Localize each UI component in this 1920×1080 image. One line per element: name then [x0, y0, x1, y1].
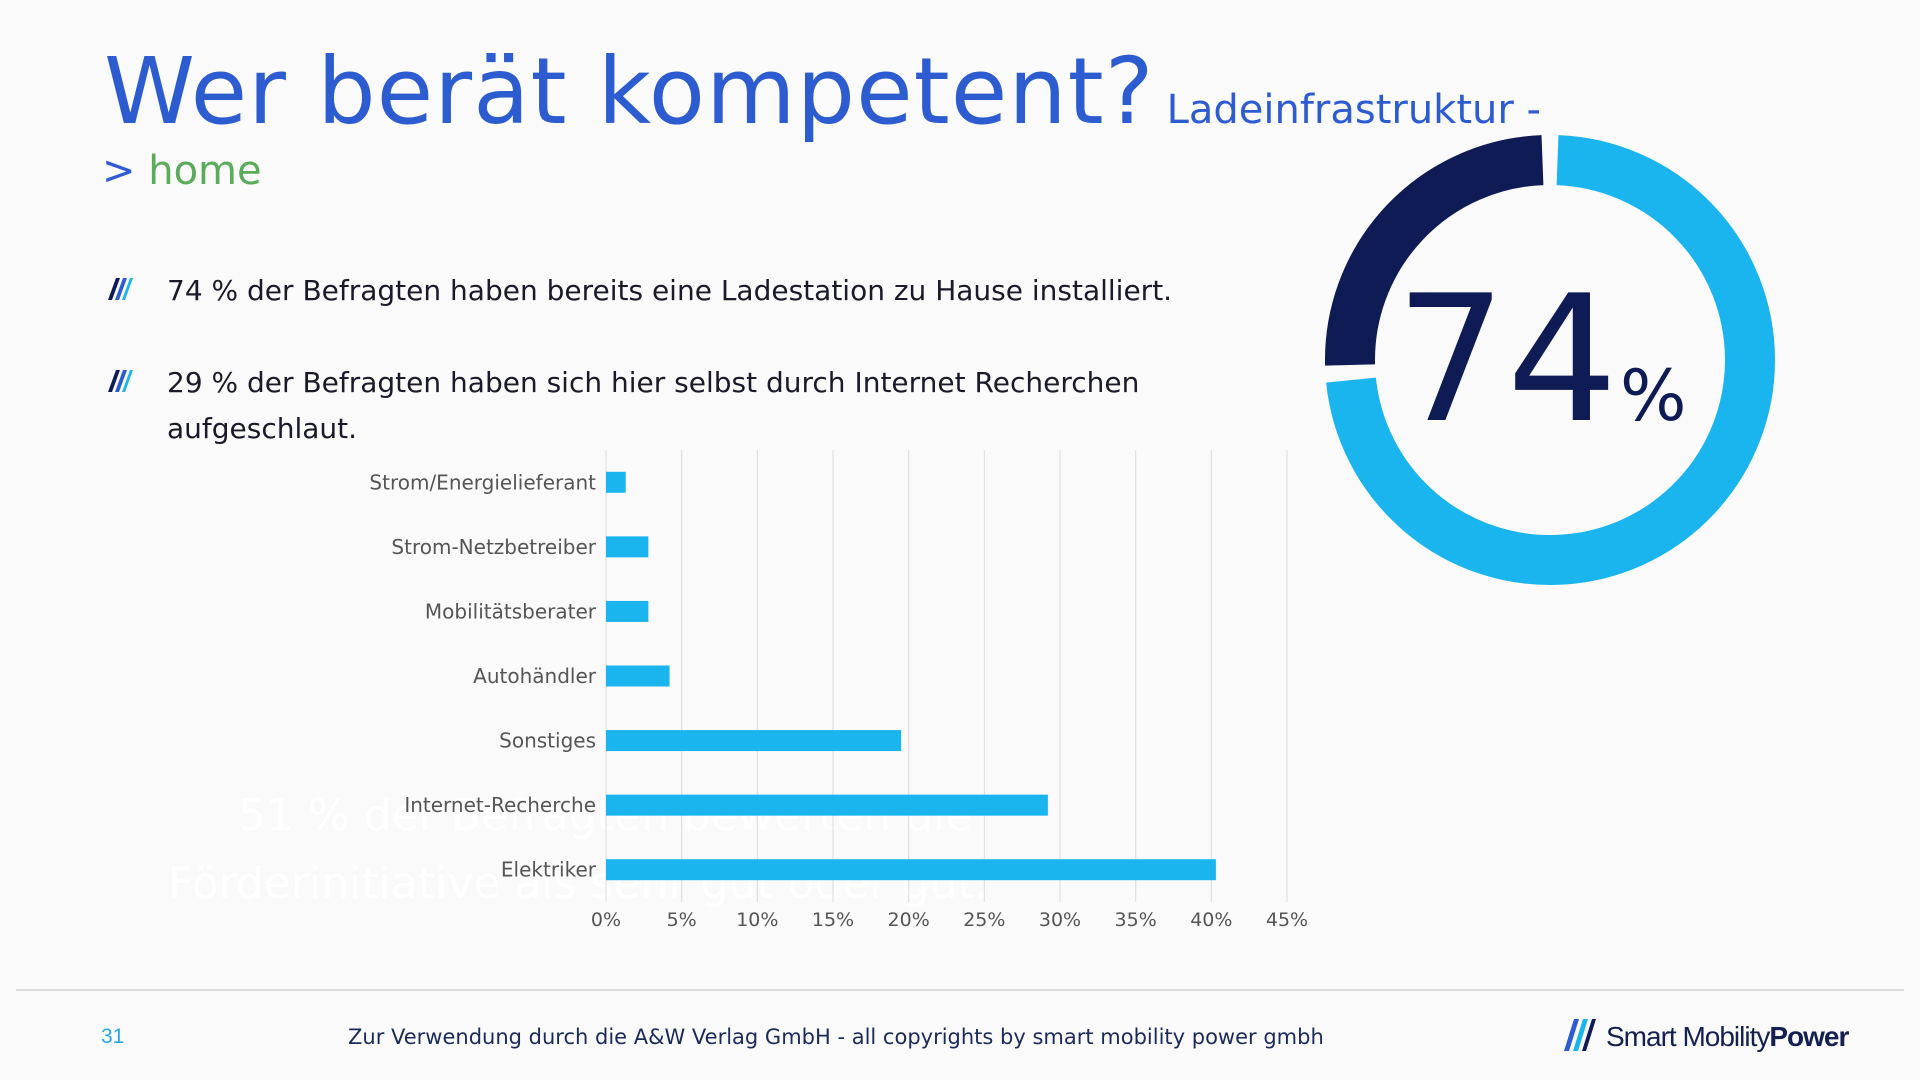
title-main: Wer berät kompetent? [104, 38, 1155, 145]
category-label: Strom/Energielieferant [369, 470, 596, 494]
x-tick-label: 20% [888, 909, 930, 930]
slash-bullet-icon [108, 370, 133, 392]
donut-center-value: 74 [1395, 259, 1618, 462]
category-label: Mobilitätsberater [425, 599, 597, 623]
slash-bullet-icon [108, 278, 133, 300]
brand-logo: Smart MobilityPower [1560, 1015, 1870, 1055]
category-label: Sonstiges [499, 729, 596, 753]
brand-name-bold: Power [1769, 1021, 1849, 1052]
category-label: Internet-Recherche [404, 793, 596, 817]
page-number: 31 [101, 1025, 125, 1048]
bullet-2-text: 29 % der Befragten haben sich hier selbs… [167, 360, 1139, 452]
x-tick-label: 15% [812, 909, 854, 930]
bar [606, 794, 1048, 816]
bullet-1-text: 74 % der Befragten haben bereits eine La… [167, 274, 1173, 307]
bar [606, 600, 649, 622]
footer-divider [16, 989, 1904, 991]
bar-chart: 0% 5% 10% 15% 20% 25% 30% 35% 40% 45% Strom/Energi… [369, 450, 1308, 930]
footer-copyright: Zur Verwendung durch die A&W Verlag GmbH… [348, 1025, 1324, 1049]
bullet-2-line-1: 29 % der Befragten haben sich hier selbs… [167, 366, 1140, 399]
title-home: home [148, 148, 262, 194]
title-line2: > home [102, 148, 262, 194]
donut-slice [1325, 135, 1544, 366]
bar [606, 730, 902, 752]
title-subtitle: Ladeinfrastruktur - [1166, 87, 1541, 133]
title-arrow: > [102, 148, 136, 194]
x-tick-label: 45% [1266, 909, 1308, 930]
category-label: Strom-Netzbetreiber [391, 535, 596, 559]
x-tick-label: 0% [591, 909, 621, 930]
donut-center-unit: % [1620, 355, 1687, 437]
bullet-2-line-2: aufgeschlaut. [167, 412, 358, 445]
x-tick-label: 10% [736, 909, 778, 930]
brand-slash-icon [1564, 1019, 1596, 1051]
bar [606, 859, 1216, 881]
donut-chart: 74% [1325, 135, 1775, 585]
slide-title: Wer berät kompetent? Ladeinfrastruktur - [104, 38, 1541, 145]
donut-slice [1326, 135, 1775, 585]
brand-name: Smart MobilityPower [1606, 1021, 1849, 1053]
x-tick-label: 35% [1115, 909, 1157, 930]
x-tick-label: 5% [667, 909, 697, 930]
category-label: Autohändler [473, 664, 597, 688]
brand-name-light: Smart Mobility [1606, 1021, 1770, 1052]
x-tick-label: 40% [1190, 909, 1232, 930]
bar [606, 536, 649, 558]
category-label: Elektriker [501, 858, 597, 882]
x-tick-label: 30% [1039, 909, 1081, 930]
bar [606, 665, 670, 687]
bar [606, 471, 626, 493]
x-tick-label: 25% [963, 909, 1005, 930]
